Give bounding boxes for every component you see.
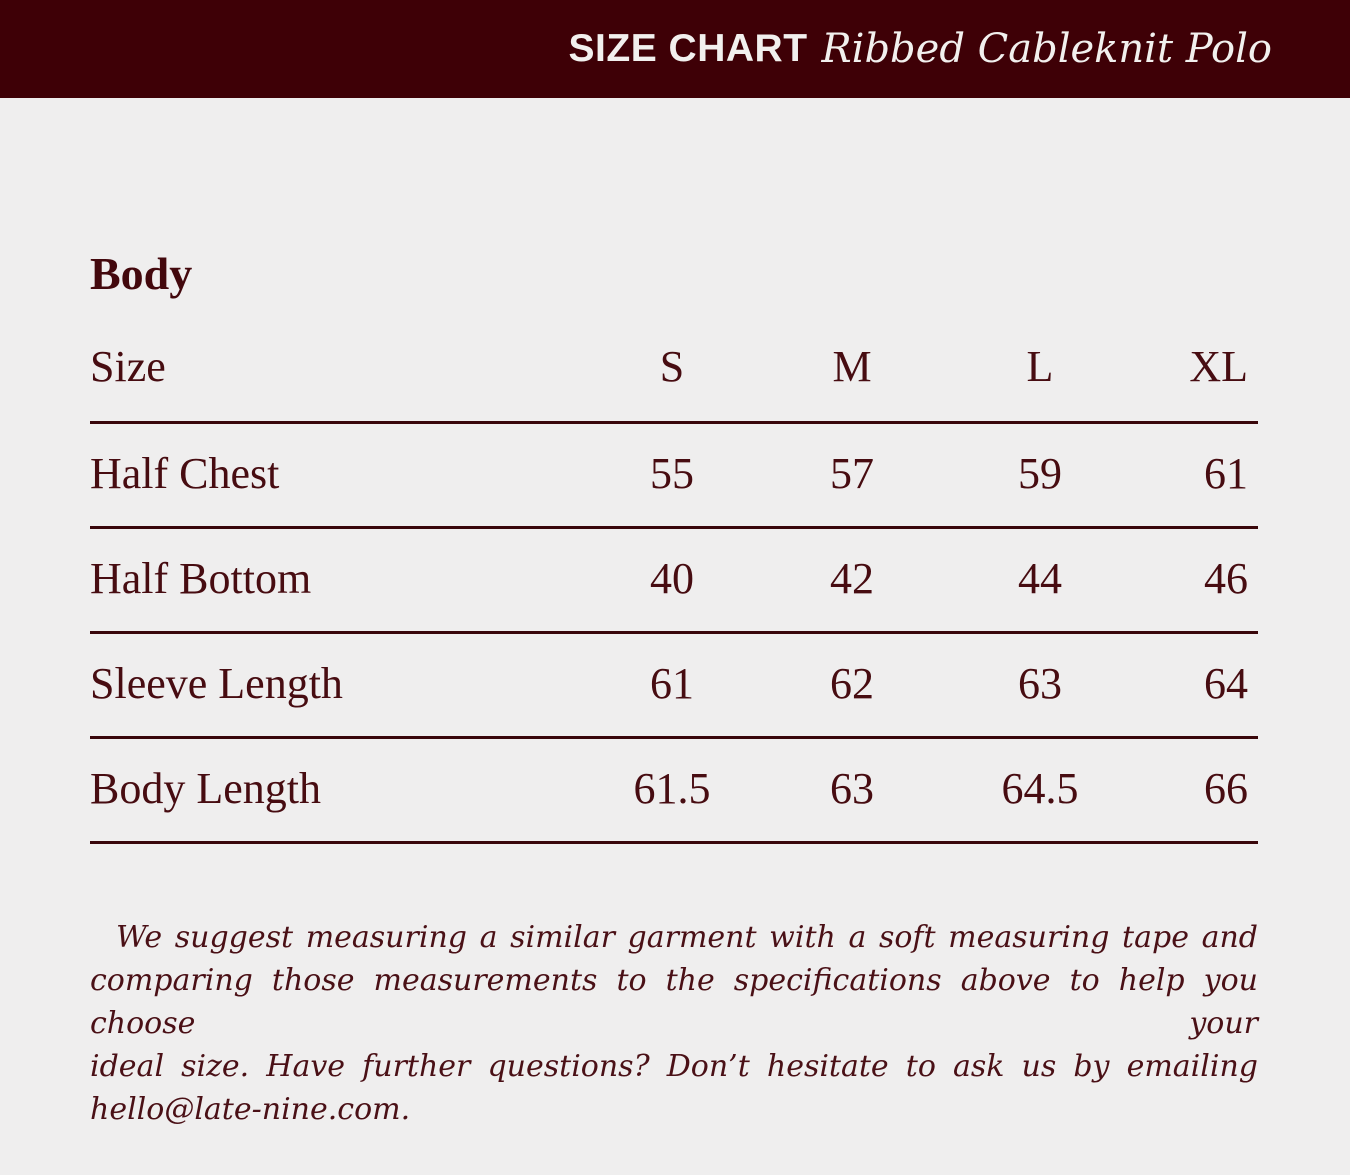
measurement-value: 42 — [764, 527, 940, 634]
banner-product-name: Ribbed Cableknit Polo — [821, 26, 1272, 72]
note-line: We suggest measuring a similar garment w… — [116, 919, 1258, 955]
measurement-value: 66 — [1140, 737, 1258, 844]
measurement-value: 63 — [764, 737, 940, 844]
measurement-row-half-bottom: Half Bottom 40 42 44 46 — [90, 527, 1258, 634]
measuring-note: We suggest measuring a similar garment w… — [90, 916, 1258, 1131]
measurement-value: 61.5 — [580, 737, 764, 844]
measurement-value: 64.5 — [940, 737, 1140, 844]
size-table: Size S M L XL Half Chest 55 57 59 61 Hal… — [90, 343, 1258, 844]
measurement-label: Sleeve Length — [90, 632, 580, 739]
size-header-label: Size — [90, 343, 580, 424]
measurement-value: 46 — [1140, 527, 1258, 634]
measurement-value: 40 — [580, 527, 764, 634]
note-line: ideal size. Have further questions? Don’… — [90, 1048, 1258, 1084]
measurement-value: 55 — [580, 422, 764, 529]
measurement-row-half-chest: Half Chest 55 57 59 61 — [90, 422, 1258, 529]
measurement-value: 44 — [940, 527, 1140, 634]
measurement-value: 63 — [940, 632, 1140, 739]
note-line-email: hello@late-nine.com. — [90, 1091, 411, 1127]
column-header-m: M — [764, 343, 940, 424]
measurement-row-sleeve-length: Sleeve Length 61 62 63 64 — [90, 632, 1258, 739]
measurement-value: 57 — [764, 422, 940, 529]
measurement-value: 62 — [764, 632, 940, 739]
measurement-value: 61 — [580, 632, 764, 739]
measurement-label: Body Length — [90, 737, 580, 844]
measurement-value: 59 — [940, 422, 1140, 529]
size-chart-banner: SIZE CHART Ribbed Cableknit Polo — [0, 0, 1350, 98]
size-chart-content: Body Size S M L XL Half Chest 55 5 — [0, 248, 1350, 1131]
note-line: comparing those measurements to the spec… — [90, 962, 1258, 1041]
column-header-s: S — [580, 343, 764, 424]
measurement-value: 61 — [1140, 422, 1258, 529]
measurement-value: 64 — [1140, 632, 1258, 739]
measurement-row-body-length: Body Length 61.5 63 64.5 66 — [90, 737, 1258, 844]
size-header-row: Size S M L XL — [90, 343, 1258, 424]
measurement-label: Half Chest — [90, 422, 580, 529]
banner-title: SIZE CHART — [568, 27, 808, 70]
column-header-l: L — [940, 343, 1140, 424]
measurement-label: Half Bottom — [90, 527, 580, 634]
column-header-xl: XL — [1140, 343, 1258, 424]
body-section-title: Body — [90, 248, 193, 299]
